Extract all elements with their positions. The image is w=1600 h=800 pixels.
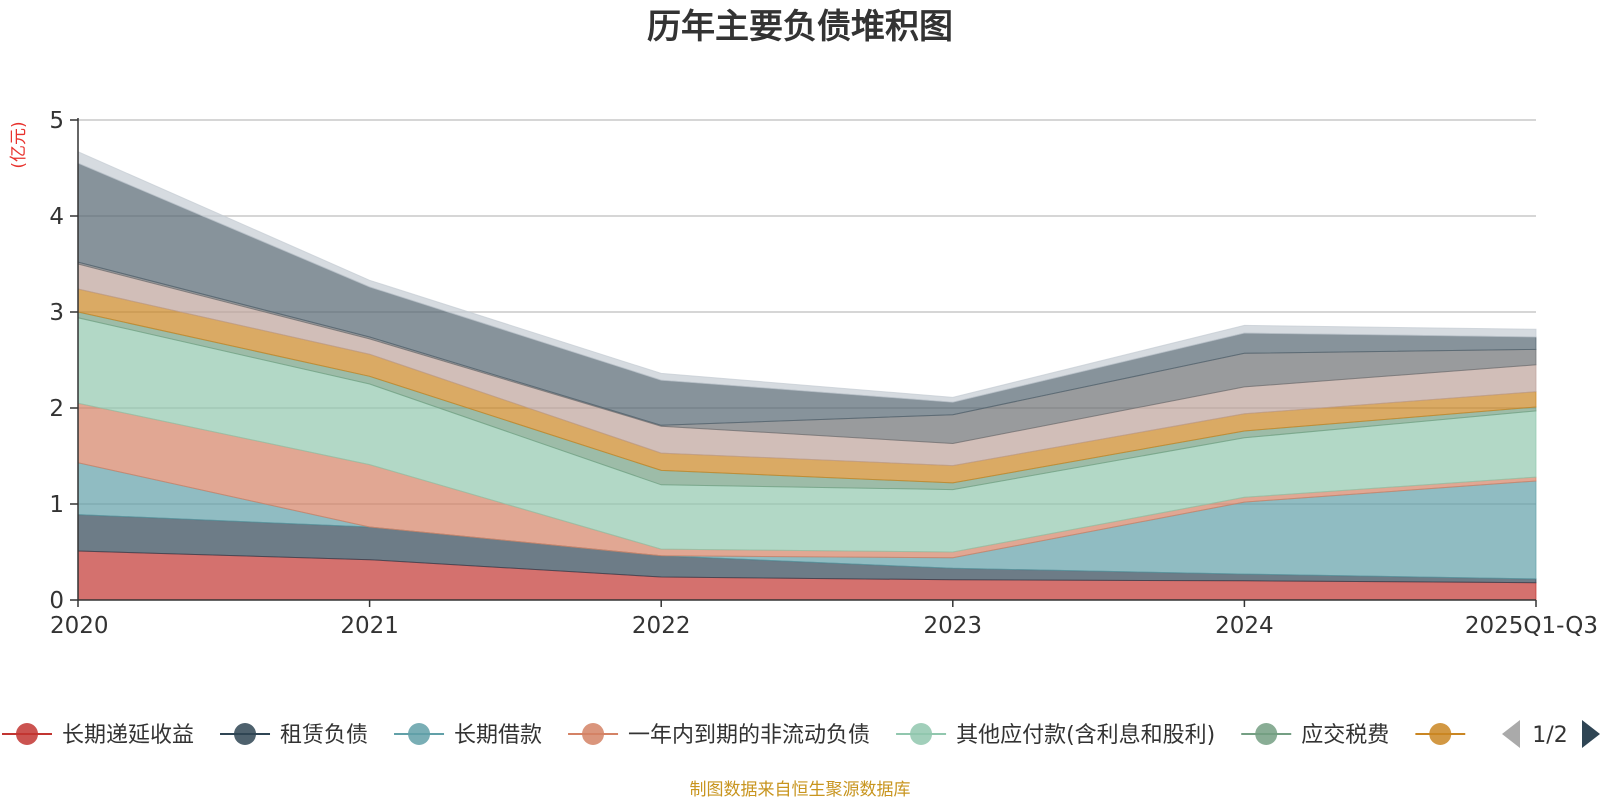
x-tick-label: 2021 xyxy=(340,613,399,639)
chart-title: 历年主要负债堆积图 xyxy=(647,7,953,47)
legend-item-partial[interactable] xyxy=(1415,723,1466,745)
legend-item[interactable]: 长期借款 xyxy=(394,723,542,748)
legend-next-icon[interactable] xyxy=(1582,720,1600,748)
legend-marker-icon xyxy=(910,723,933,745)
legend-label: 其他应付款(含利息和股利) xyxy=(956,723,1215,748)
x-tick-label: 2022 xyxy=(632,613,691,639)
legend-marker-icon xyxy=(582,723,605,745)
legend-item[interactable]: 其他应付款(含利息和股利) xyxy=(896,723,1215,748)
legend-marker-icon xyxy=(1255,723,1278,745)
legend[interactable]: 长期递延收益 租赁负债 长期借款 一年内到期的非流动负债 其他应付款(含利息和股利) 应交… xyxy=(2,723,1466,748)
legend-item[interactable]: 应交税费 xyxy=(1241,723,1389,748)
legend-item[interactable]: 租赁负债 xyxy=(220,723,368,748)
y-axis-unit: (亿元) xyxy=(9,121,29,168)
x-tick-label: 2023 xyxy=(924,613,983,639)
legend-item[interactable]: 长期递延收益 xyxy=(2,723,194,748)
legend-label: 一年内到期的非流动负债 xyxy=(628,723,870,748)
area-series-group xyxy=(77,150,1537,601)
y-tick-label: 3 xyxy=(49,300,64,326)
legend-marker-icon xyxy=(408,723,431,745)
x-tick-label: 2025Q1-Q3 xyxy=(1465,613,1598,639)
legend-label: 长期借款 xyxy=(454,723,542,748)
x-tick-label: 2020 xyxy=(50,613,109,639)
legend-marker-icon xyxy=(1429,723,1452,745)
legend-label: 长期递延收益 xyxy=(62,723,194,748)
y-tick-label: 5 xyxy=(49,108,64,134)
legend-pager: 1/2 xyxy=(1502,720,1600,748)
legend-prev-icon[interactable] xyxy=(1502,720,1520,748)
y-tick-label: 2 xyxy=(49,396,64,422)
y-tick-label: 1 xyxy=(49,492,64,518)
legend-label: 应交税费 xyxy=(1301,723,1389,748)
x-tick-label: 2024 xyxy=(1215,613,1274,639)
legend-page-indicator: 1/2 xyxy=(1532,723,1567,748)
y-tick-label: 0 xyxy=(49,588,64,614)
legend-item[interactable]: 一年内到期的非流动负债 xyxy=(568,723,870,748)
legend-label: 租赁负债 xyxy=(280,723,368,748)
data-source-note: 制图数据来自恒生聚源数据库 xyxy=(690,780,911,800)
y-tick-label: 4 xyxy=(49,204,64,230)
axes: 0 1 2 3 4 5 2020 2021 2022 2023 2024 2025Q1-Q3 xyxy=(49,108,1598,639)
legend-marker-icon xyxy=(234,723,257,745)
area-series-其他[interactable] xyxy=(77,150,1537,403)
legend-marker-icon xyxy=(16,723,38,745)
